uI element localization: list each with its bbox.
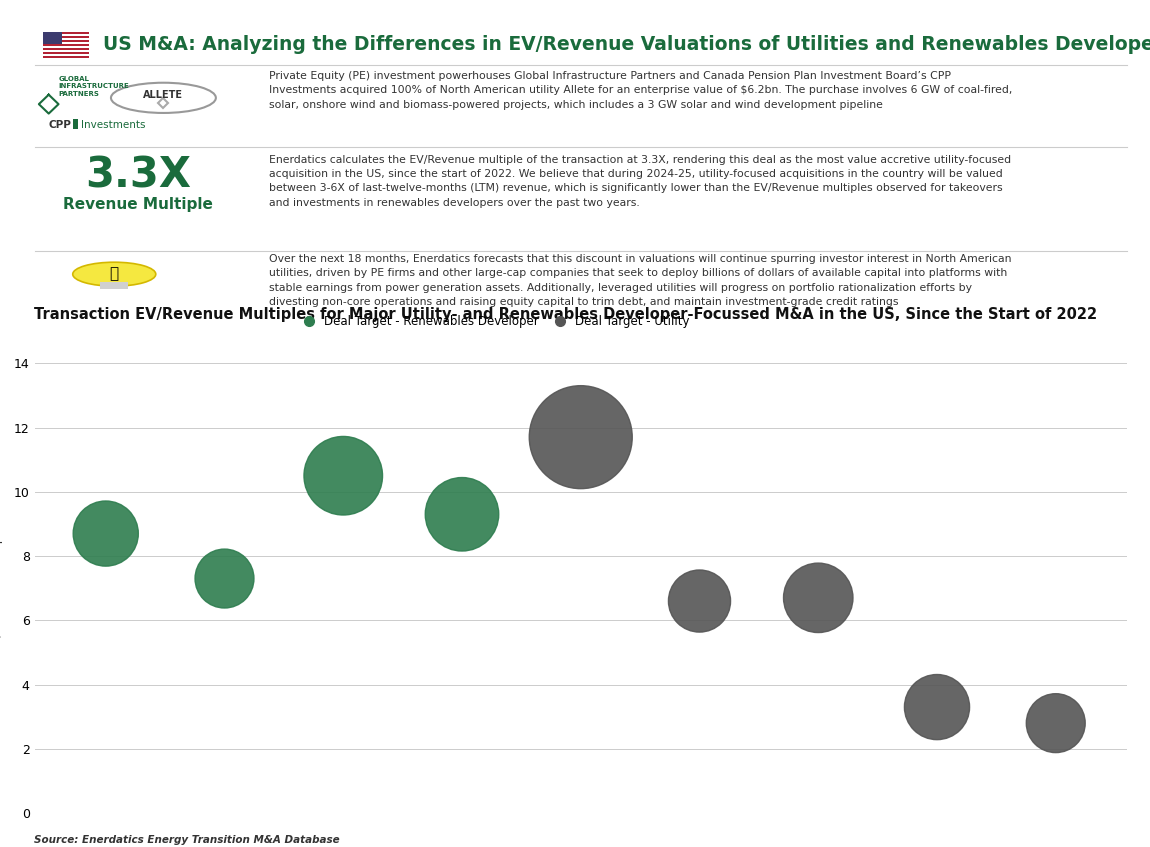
Text: US M&A: Analyzing the Differences in EV/Revenue Valuations of Utilities and Rene: US M&A: Analyzing the Differences in EV/… [104,35,1150,54]
Point [810,591,828,605]
Point [453,507,472,521]
Text: 🌱: 🌱 [109,266,118,281]
FancyBboxPatch shape [44,34,90,36]
Point [334,469,352,483]
Point [1046,717,1065,730]
Text: Private Equity (PE) investment powerhouses Global Infrastructure Partners and Ca: Private Equity (PE) investment powerhous… [269,71,1013,110]
Point [572,430,590,444]
Text: 3.3X: 3.3X [85,154,191,197]
Point [928,700,946,714]
FancyBboxPatch shape [44,38,90,40]
Y-axis label: EV/Revenue Multiple: EV/Revenue Multiple [0,523,2,653]
Text: CPP: CPP [48,120,71,130]
FancyBboxPatch shape [44,42,90,44]
FancyBboxPatch shape [44,50,90,53]
Text: Transaction EV/Revenue Multiples for Major Utility- and Renewables Developer-Foc: Transaction EV/Revenue Multiples for Maj… [34,307,1097,322]
Text: Investments: Investments [82,120,146,130]
Circle shape [72,263,155,286]
FancyBboxPatch shape [44,31,90,58]
FancyBboxPatch shape [44,54,90,57]
Text: ALLETE: ALLETE [144,90,183,100]
Point [690,595,708,608]
FancyBboxPatch shape [44,46,90,48]
Text: Enerdatics calculates the EV/Revenue multiple of the transaction at 3.3X, render: Enerdatics calculates the EV/Revenue mul… [269,154,1012,208]
Text: GLOBAL
INFRASTRUCTURE
PARTNERS: GLOBAL INFRASTRUCTURE PARTNERS [59,75,129,97]
Point [97,527,115,540]
FancyBboxPatch shape [44,31,62,44]
Legend: Deal Target - Renewables Developer, Deal Target - Utility: Deal Target - Renewables Developer, Deal… [292,311,695,333]
FancyBboxPatch shape [72,119,78,129]
Text: Over the next 18 months, Enerdatics forecasts that this discount in valuations w: Over the next 18 months, Enerdatics fore… [269,254,1012,307]
Text: Source: Enerdatics Energy Transition M&A Database: Source: Enerdatics Energy Transition M&A… [34,835,340,845]
Text: Revenue Multiple: Revenue Multiple [63,197,213,212]
Point [215,572,233,585]
FancyBboxPatch shape [100,282,129,289]
